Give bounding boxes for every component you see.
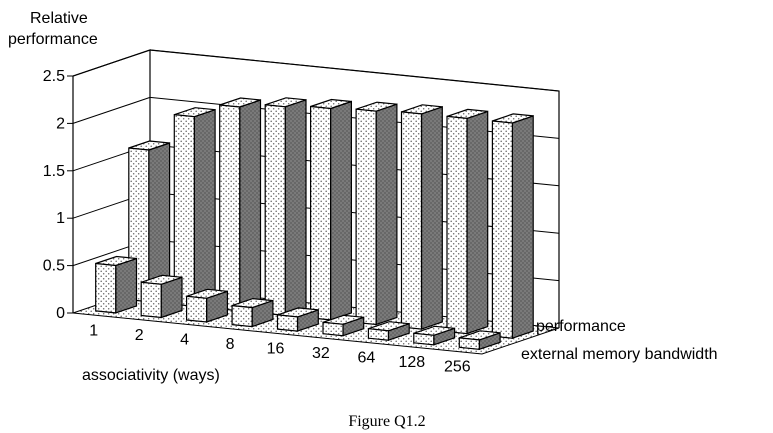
bar-bandwidth-16 (276, 307, 319, 332)
legend-performance: performance (536, 318, 626, 335)
bar-front-face (355, 108, 377, 326)
gridline-back-3 (149, 144, 560, 187)
bar-front-face (322, 321, 344, 337)
bar-side-face (466, 110, 489, 335)
y-tick-label-4: 2 (56, 115, 65, 132)
bar-front-face (491, 120, 514, 339)
bar-performance-2 (173, 107, 216, 308)
y-axis-title-line2: performance (8, 31, 98, 48)
y-tick-label-5: 2.5 (43, 68, 65, 85)
bar-front-face (458, 337, 480, 350)
bar-performance-32 (355, 101, 398, 326)
y-tick-label-1: 0.5 (43, 258, 65, 275)
gridline-back-4 (149, 96, 560, 139)
bar-front-face (140, 281, 162, 319)
bar-side-face (420, 105, 443, 330)
y-tick-label-2: 1 (56, 210, 65, 227)
bar-side-face (284, 98, 307, 317)
bar-side-face (511, 115, 534, 340)
bar-front-face (219, 104, 241, 312)
bar-bandwidth-256 (458, 330, 501, 351)
gridline-left-4 (72, 96, 151, 124)
bar-performance-8 (264, 97, 307, 317)
bar-bandwidth-32 (322, 314, 365, 337)
bar-side-face (115, 257, 138, 314)
bar-performance-128 (446, 108, 489, 335)
legend-external-memory-bandwidth: external memory bandwidth (521, 346, 718, 363)
bar-front-face (446, 115, 468, 335)
bar-front-face (310, 105, 332, 321)
bar-bandwidth-128 (413, 325, 456, 346)
bar-bandwidth-64 (367, 321, 410, 342)
gridline-left-5 (72, 49, 151, 77)
bar-bandwidth-8 (231, 297, 274, 328)
x-tick-label-128: 128 (398, 354, 425, 371)
bar-side-face (330, 100, 352, 321)
bar-front-face (367, 328, 389, 341)
bar-front-face (276, 314, 299, 332)
x-tick-label-64: 64 (358, 350, 376, 367)
bar-performance-256 (491, 113, 534, 340)
bar-front-face (264, 104, 286, 317)
bar-front-face (186, 295, 208, 323)
x-tick-label-8: 8 (226, 336, 235, 353)
bar-bandwidth-1 (95, 255, 138, 314)
bar-bandwidth-2 (140, 274, 183, 319)
bar-performance-64 (400, 104, 443, 330)
bar-side-face (375, 103, 398, 326)
figure-caption: Figure Q1.2 (348, 413, 425, 430)
y-tick-label-3: 1.5 (43, 163, 65, 180)
bar-performance-16 (310, 98, 352, 321)
gridline-back-1 (149, 239, 560, 282)
x-tick-label-2: 2 (135, 327, 144, 344)
bar-front-face (95, 262, 117, 314)
gridline-back-2 (149, 191, 560, 234)
bar-side-face (193, 108, 216, 308)
bar-front-face (400, 111, 423, 330)
x-axis-title: associativity (ways) (82, 367, 220, 384)
x-tick-label-256: 256 (444, 359, 471, 376)
bar-bandwidth-4 (186, 288, 228, 323)
gridline-back-5 (149, 49, 560, 92)
y-tick-label-0: 0 (56, 305, 65, 322)
x-tick-label-4: 4 (180, 331, 189, 348)
x-tick-label-16: 16 (267, 341, 285, 358)
y-axis-title-line1: Relative (30, 10, 88, 27)
bar-front-face (231, 304, 253, 328)
bar-side-face (239, 99, 262, 312)
bars (95, 97, 534, 351)
x-tick-label-1: 1 (89, 322, 98, 339)
axis-labels: 0 0.5 1 1.5 2 2.5 1 2 4 8 16 32 64 128 256 (43, 68, 471, 376)
bar-performance-4 (219, 97, 262, 312)
x-tick-label-32: 32 (312, 345, 330, 362)
bar-front-face (413, 332, 435, 346)
